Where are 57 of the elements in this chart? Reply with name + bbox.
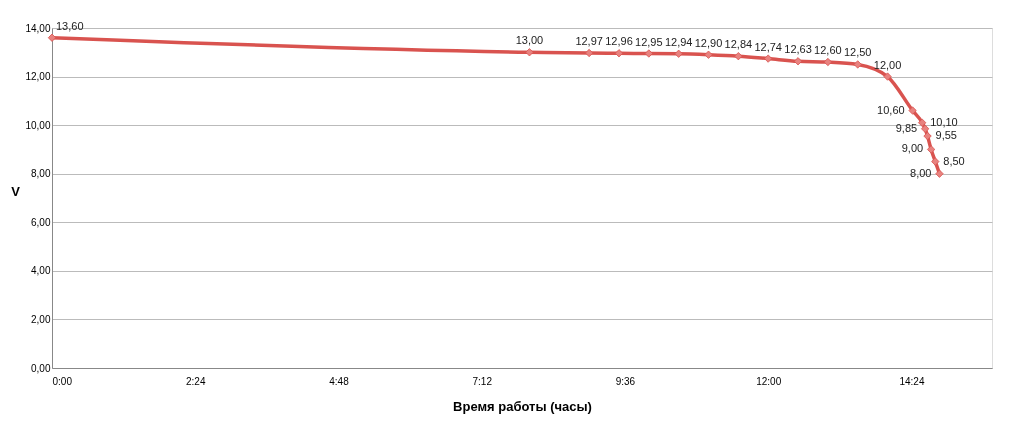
y-tick-label: 8,00: [31, 168, 51, 180]
point: [823, 57, 832, 67]
point: [935, 169, 944, 178]
point: [644, 49, 653, 58]
data-label: 12,74: [754, 40, 782, 53]
data-label: 12,63: [784, 43, 812, 56]
x-tick-label: 14:24: [899, 375, 925, 387]
point: [525, 48, 534, 57]
point: [931, 157, 940, 166]
y-tick-label: 12,00: [25, 71, 51, 83]
y-tick-label: 2,00: [31, 313, 51, 325]
x-tick-label: 9:36: [615, 375, 636, 387]
data-label: 9,55: [935, 129, 957, 142]
data-label: 12,96: [605, 35, 633, 48]
point: [927, 145, 936, 154]
x-axis-title: Время работы (часы): [453, 398, 592, 414]
point: [883, 72, 892, 81]
x-tick-label: 0:00: [52, 375, 73, 387]
point: [674, 49, 683, 58]
x-tick-label: 2:24: [186, 375, 206, 387]
point: [585, 48, 594, 58]
data-label: 12,94: [664, 35, 693, 48]
data-label: 12,95: [635, 35, 663, 48]
data-label: 12,84: [724, 38, 753, 51]
point: [793, 57, 803, 66]
point: [908, 106, 917, 115]
point: [614, 49, 624, 58]
data-label: 13,60: [56, 19, 84, 32]
point: [921, 124, 930, 133]
data-label: 12,60: [814, 44, 842, 56]
data-label: 12,90: [694, 36, 723, 49]
y-tick-label: 14,00: [25, 22, 51, 34]
data-label: 8,00: [910, 166, 932, 179]
point: [918, 118, 927, 127]
data-label: 12,50: [843, 46, 872, 59]
point: [47, 33, 57, 42]
point: [734, 52, 743, 61]
point: [853, 60, 862, 69]
x-tick-label: 4:48: [329, 375, 350, 387]
data-label: 9,00: [901, 142, 924, 155]
y-tick-label: 6,00: [31, 216, 51, 228]
y-tick-label: 10,00: [25, 119, 51, 131]
point: [704, 50, 713, 59]
point: [923, 131, 932, 141]
data-label: 12,00: [873, 58, 902, 71]
data-label: 12,97: [575, 35, 603, 48]
x-tick-label: 7:12: [472, 375, 493, 387]
point: [764, 54, 773, 63]
data-label: 10,60: [877, 103, 905, 116]
data-label: 13,00: [515, 34, 544, 47]
data-label: 9,85: [895, 121, 918, 134]
x-tick-label: 12:00: [756, 375, 782, 387]
y-tick-label: 4,00: [31, 265, 51, 277]
data-label: 8,50: [943, 154, 965, 167]
y-tick-label: 0,00: [31, 362, 51, 374]
y-axis-title: V: [11, 183, 21, 199]
data-label: 10,10: [930, 115, 958, 128]
